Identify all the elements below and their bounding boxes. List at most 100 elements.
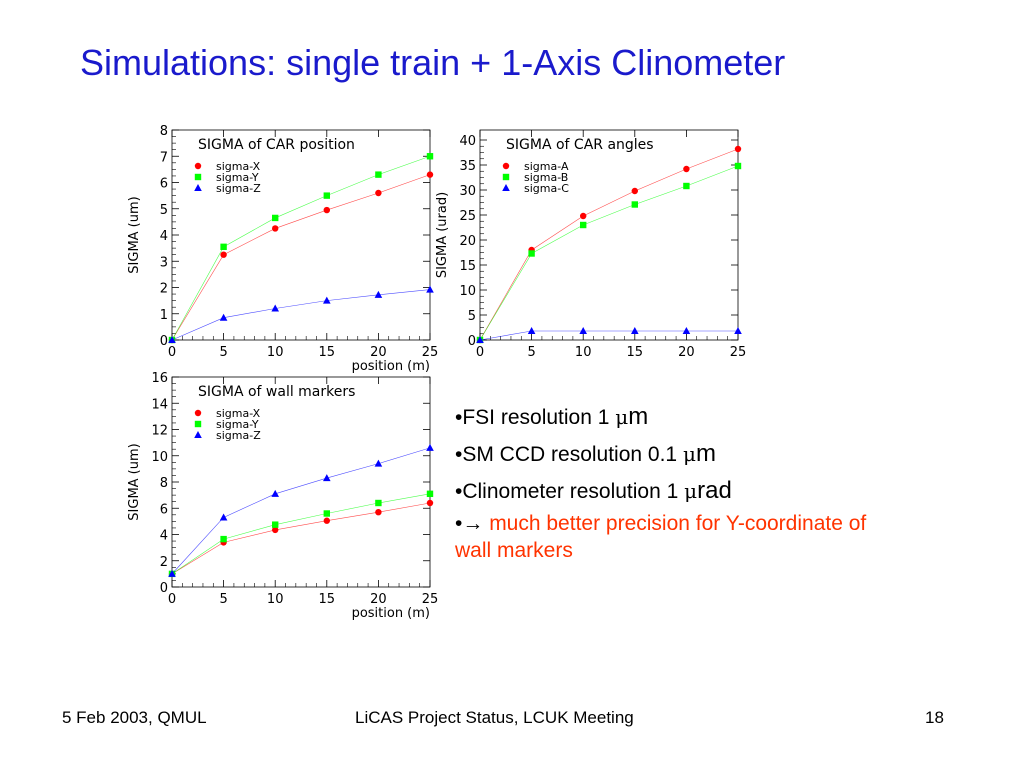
x-tick-label: 5 — [219, 345, 227, 360]
data-point — [323, 296, 331, 304]
x-axis-label: position (m) — [352, 606, 430, 621]
x-tick-label: 0 — [476, 345, 484, 360]
data-point — [631, 201, 638, 208]
data-point — [272, 526, 279, 534]
mu-symbol: μ — [682, 442, 696, 467]
data-point — [194, 162, 202, 170]
y-axis-label: SIGMA (urad) — [435, 192, 450, 278]
y-tick-label: 6 — [160, 502, 168, 517]
data-point — [374, 459, 383, 467]
data-point — [375, 499, 382, 507]
data-point — [194, 409, 202, 417]
data-point — [502, 162, 510, 170]
series-line — [171, 174, 431, 341]
x-tick-label: 20 — [370, 592, 387, 607]
data-point — [194, 173, 202, 181]
bullet-sm-ccd-resolution: •SM CCD resolution 0.1 μm — [455, 435, 875, 472]
chart-title: SIGMA of CAR angles — [506, 137, 654, 153]
data-point — [168, 336, 176, 343]
data-point — [219, 313, 228, 321]
bullet-conclusion: •→ much better precision for Y-coordinat… — [455, 510, 875, 565]
data-point — [375, 171, 382, 178]
series-line — [171, 447, 431, 575]
y-tick-label: 6 — [160, 177, 168, 192]
y-tick-label: 2 — [160, 282, 168, 297]
y-axis-label: SIGMA (um) — [127, 443, 142, 520]
legend-label: sigma-C — [524, 182, 569, 195]
data-point — [323, 192, 330, 199]
data-point — [502, 173, 510, 181]
data-point — [194, 420, 202, 428]
x-tick-label: 15 — [319, 592, 336, 607]
data-point — [734, 327, 742, 334]
legend-label: sigma-A — [524, 160, 569, 173]
unit-text: m — [628, 403, 649, 430]
y-tick-label: 5 — [468, 309, 476, 324]
data-point — [683, 182, 690, 190]
bullet-text: •Clinometer resolution 1 — [455, 480, 685, 504]
legend-label: sigma-Y — [216, 418, 259, 431]
right-arrow-icon: → — [462, 511, 484, 535]
y-tick-label: 14 — [151, 397, 168, 412]
legend-label: sigma-B — [524, 171, 568, 184]
x-tick-label: 20 — [678, 345, 695, 360]
data-point — [323, 510, 330, 517]
series-line — [171, 502, 431, 575]
unit-text: m — [695, 440, 716, 468]
data-point — [426, 153, 434, 160]
x-tick-label: 20 — [370, 345, 387, 360]
plot-frame — [171, 376, 431, 588]
x-tick-label: 15 — [319, 345, 336, 360]
x-tick-label: 10 — [267, 345, 284, 360]
x-tick-label: 0 — [168, 592, 176, 607]
chart-title: SIGMA of CAR position — [198, 137, 355, 153]
bullet-dot: • — [455, 511, 463, 535]
data-point — [194, 431, 202, 438]
y-tick-label: 15 — [459, 259, 476, 274]
y-tick-label: 25 — [459, 209, 476, 224]
data-point — [272, 225, 279, 232]
bullet-fsi-resolution: •FSI resolution 1 μm — [455, 398, 875, 435]
data-point — [375, 508, 382, 516]
data-point — [527, 327, 536, 334]
data-point — [323, 206, 330, 214]
x-tick-label: 5 — [527, 345, 535, 360]
data-point — [426, 171, 434, 178]
y-tick-label: 30 — [459, 184, 476, 199]
legend-label: sigma-Z — [216, 182, 261, 195]
series-line — [171, 155, 431, 341]
plot-frame — [171, 129, 431, 341]
x-tick-label: 10 — [575, 345, 592, 360]
series-line — [479, 330, 738, 341]
y-axis-label: SIGMA (um) — [127, 196, 142, 273]
data-point — [220, 243, 227, 251]
data-point — [682, 327, 691, 334]
x-tick-label: 0 — [168, 345, 176, 360]
data-point — [426, 490, 434, 498]
plot-frame — [479, 129, 739, 341]
mu-symbol: μ — [615, 405, 629, 429]
series-line — [171, 289, 431, 341]
bullet-list: •FSI resolution 1 μm •SM CCD resolution … — [455, 398, 875, 564]
data-point — [374, 290, 383, 298]
data-point — [375, 189, 382, 197]
data-point — [272, 521, 279, 528]
y-tick-label: 12 — [151, 424, 168, 439]
footer-meeting: LiCAS Project Status, LCUK Meeting — [355, 708, 634, 727]
data-point — [271, 304, 279, 312]
y-tick-label: 0 — [468, 334, 476, 349]
y-tick-label: 1 — [160, 308, 168, 323]
x-tick-label: 25 — [422, 592, 439, 607]
data-point — [426, 499, 434, 507]
data-point — [502, 184, 510, 191]
y-tick-label: 8 — [160, 124, 168, 139]
y-tick-label: 8 — [160, 476, 168, 491]
y-tick-label: 3 — [160, 255, 168, 270]
x-tick-label: 5 — [219, 592, 227, 607]
y-tick-label: 4 — [160, 529, 168, 544]
y-tick-label: 10 — [151, 450, 168, 465]
legend-label: sigma-X — [216, 407, 261, 420]
data-point — [734, 162, 742, 170]
data-point — [734, 145, 742, 153]
y-tick-label: 7 — [160, 150, 168, 165]
